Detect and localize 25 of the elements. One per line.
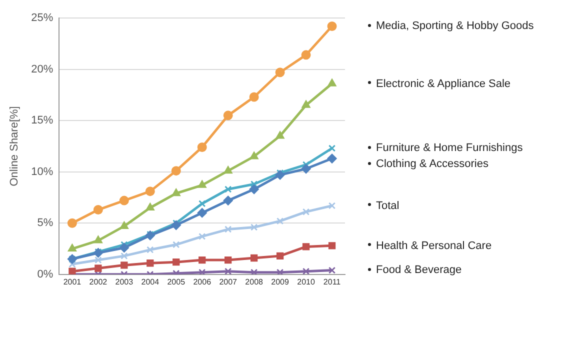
text: Media, Sporting & Hobby Goods xyxy=(375,19,534,34)
x-tick-label: 2004 xyxy=(141,277,160,286)
x-tick-label: 2010 xyxy=(297,277,316,286)
x-tick-label: 2008 xyxy=(245,277,264,286)
y-axis-title: Online Share[%] xyxy=(8,106,21,186)
y-tick-label: 15% xyxy=(31,114,54,127)
x-tick-label: 2011 xyxy=(323,277,342,286)
text: Furniture & Home Furnishings xyxy=(375,141,523,156)
x-tick-label: 2007 xyxy=(219,277,238,286)
y-tick-label: 5% xyxy=(37,217,54,230)
text: Health & Personal Care xyxy=(375,238,492,253)
x-tick-label: 2005 xyxy=(167,277,186,286)
y-tick-label: 0% xyxy=(37,268,54,280)
y-tick-label: 10% xyxy=(31,166,54,178)
text: Electronic & Appliance Sale xyxy=(375,76,511,91)
x-tick-label: 2001 xyxy=(63,277,82,286)
y-tick-label: 25% xyxy=(31,12,54,24)
text: Food & Beverage xyxy=(375,263,462,278)
x-tick-label: 2003 xyxy=(115,277,134,286)
x-tick-label: 2002 xyxy=(89,277,108,286)
x-tick-label: 2006 xyxy=(193,277,212,286)
text: Total xyxy=(375,198,400,213)
y-tick-label: 20% xyxy=(31,63,54,76)
text: Clothing & Accessories xyxy=(375,157,488,172)
x-tick-label: 2009 xyxy=(271,277,290,286)
